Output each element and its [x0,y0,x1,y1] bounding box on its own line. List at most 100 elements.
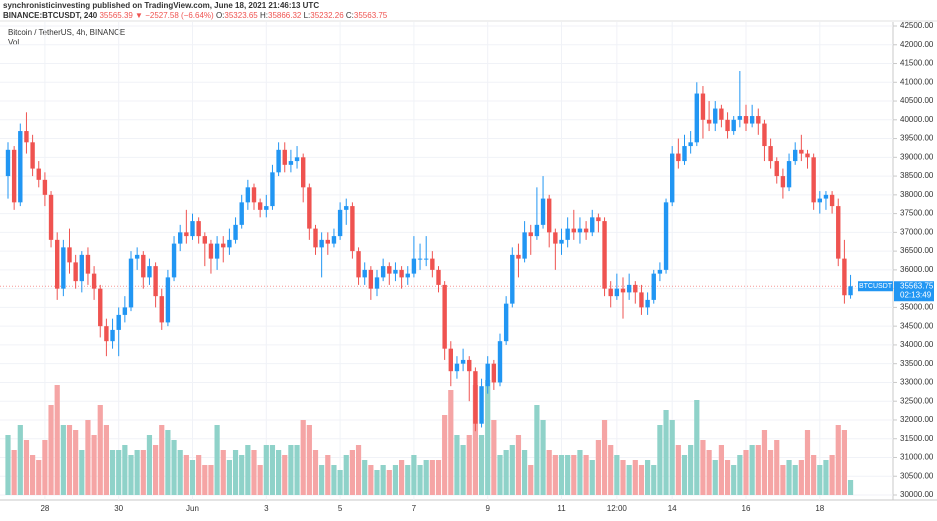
volume-bar [103,425,109,495]
candle-body [202,236,207,244]
volume-bar [718,445,724,495]
candle-body [534,224,540,237]
volume-bar [294,445,300,495]
volume-bar [774,440,780,495]
h-value: 35866.32 [268,11,302,20]
volume-bar [165,430,171,495]
symbol-line: BINANCE:BTCUSDT, 240 35565.39 ▼ −2527.58… [3,11,388,20]
y-tick-label: 39000.00 [900,152,934,161]
volume-bar [177,450,183,495]
volume-bar [620,460,626,495]
y-tick-label: 42000.00 [900,40,934,49]
candle-body [805,153,810,158]
candle-body [356,251,361,278]
volume-bar [681,455,688,495]
volume-bar [417,465,423,495]
candle-body [479,386,484,424]
volume-bar [583,455,589,495]
candle-body [817,198,822,203]
volume-bar [263,445,269,495]
candle-layer [5,71,853,432]
volume-bar [509,445,515,495]
candle-body [547,198,552,233]
c-label: C: [346,11,354,20]
candle-body [91,273,97,289]
volume-bar [245,445,251,495]
y-tick-label: 37000.00 [900,227,934,236]
volume-bar [214,425,220,495]
candle-body [799,149,804,154]
y-tick-label: 41500.00 [900,59,934,68]
candle-body [48,194,54,240]
candle-body [214,243,220,259]
volume-bar [171,440,177,495]
volume-bar [663,410,669,495]
volume-bar [651,465,657,495]
volume-bar [515,435,522,495]
c-value: 35563.75 [354,11,388,20]
volume-bar [288,445,294,495]
candle-body [448,348,453,372]
candle-body [104,326,109,342]
candle-body [98,288,103,327]
y-tick-label: 32500.00 [900,396,934,405]
chart-title: Bitcoin / TetherUS, 4h, BINANCE [8,28,125,37]
volume-bar [97,405,103,495]
volume-bar [466,435,472,495]
y-tick-label: 35000.00 [900,303,934,312]
candle-body [467,359,472,372]
volume-bar [608,445,614,495]
candle-body [694,93,699,143]
candle-body [485,363,490,387]
candle-body [30,142,35,169]
candle-body [245,187,251,203]
volume-bar [804,430,811,495]
volume-bar [257,465,263,495]
volume-bar [91,435,97,495]
candle-body [380,266,386,278]
candle-body [713,108,718,124]
y-tick-label: 42500.00 [900,21,934,30]
x-tick-label: Jun [186,504,199,513]
candle-body [331,236,337,244]
volume-bar [657,425,663,495]
volume-bar [448,390,454,495]
candle-body [540,198,546,225]
y-tick-label: 33000.00 [900,378,934,387]
candle-body [762,123,767,147]
volume-bar [134,450,140,495]
volume-label: Vol [8,38,19,47]
volume-bar [146,435,153,495]
candle-body [399,269,404,278]
candle-body [565,228,570,240]
candle-body [294,157,300,162]
volume-bar [392,465,399,495]
x-tick-label: 3 [264,504,269,513]
candle-body [780,176,786,188]
volume-bar [405,465,411,495]
volume-bar [306,425,312,495]
candle-body [282,149,287,165]
volume-bar [48,405,54,495]
symbol-tag [858,281,893,292]
volume-bar [632,460,638,495]
volume-bar [189,460,196,495]
volume-bar [675,445,681,495]
candle-body [55,239,60,289]
candle-body [141,254,146,278]
volume-bar [724,460,731,495]
volume-bar [694,400,700,495]
volume-bar [276,450,282,495]
candle-body [264,206,269,210]
volume-bar [595,440,601,495]
candle-body [184,232,189,237]
volume-bar [153,445,159,495]
countdown-label: 02:13:49 [900,290,932,299]
candle-body [374,277,380,289]
y-tick-label: 31500.00 [900,434,934,443]
volume-bar [528,465,534,495]
candle-body [749,116,755,124]
volume-bar [454,435,460,495]
volume-bar [743,450,749,495]
candle-body [436,269,441,285]
